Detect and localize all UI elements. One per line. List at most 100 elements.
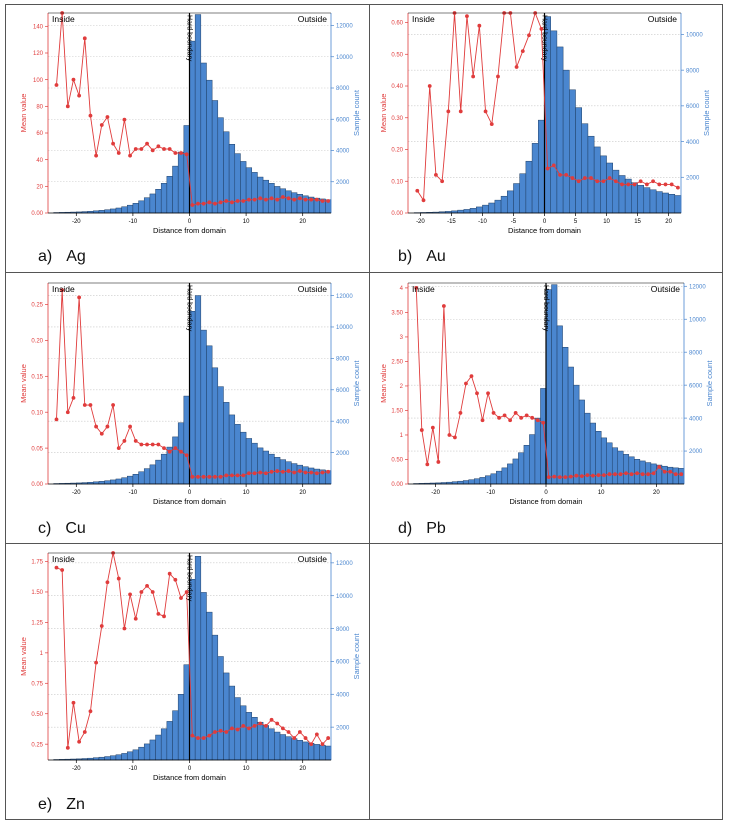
- mean-value-point: [441, 304, 446, 308]
- mean-value-point: [326, 199, 331, 203]
- histogram-bar: [223, 672, 230, 761]
- mean-value-point: [201, 736, 206, 740]
- right-tick-label: 4000: [336, 692, 350, 698]
- mean-value-point: [679, 472, 684, 477]
- x-axis-label: Distance from domain: [508, 226, 581, 235]
- histogram-bar: [518, 452, 525, 485]
- left-tick-label: 1.50: [391, 409, 403, 415]
- mean-value-point: [624, 471, 628, 476]
- histogram-bar: [206, 345, 213, 485]
- figure-grid: [5, 4, 723, 820]
- left-axis-label: Mean value: [19, 637, 28, 676]
- histogram-bar: [172, 436, 179, 485]
- histogram-bar: [160, 728, 168, 761]
- histogram-bar: [166, 721, 173, 761]
- x-tick-label: -5: [511, 219, 517, 225]
- histogram-bar: [538, 119, 545, 214]
- mean-value-point: [167, 449, 172, 454]
- mean-value-point: [201, 201, 206, 206]
- right-tick-label: 10000: [336, 325, 353, 331]
- inside-label: Inside: [52, 14, 75, 24]
- caption-zn: e) Zn: [38, 796, 85, 814]
- mean-value-point: [207, 733, 212, 738]
- mean-value-point: [582, 176, 587, 180]
- histogram-bar: [578, 399, 585, 485]
- left-tick-label: 0.50: [391, 52, 403, 58]
- histogram-bar: [115, 207, 122, 214]
- mean-value-point: [99, 624, 104, 628]
- right-tick-label: 4000: [336, 149, 350, 155]
- outside-label: Outside: [651, 284, 681, 294]
- mean-value-point: [156, 442, 161, 447]
- mean-value-point: [596, 473, 601, 478]
- right-tick-label: 4000: [689, 416, 703, 422]
- chart-pb: Hard boundary0.000.5011.5022.5033.504200…: [379, 282, 714, 506]
- mean-value-point: [546, 475, 551, 480]
- grid-divider-row1: [6, 272, 722, 273]
- mean-value-point: [524, 413, 529, 418]
- grid-divider-vertical: [369, 5, 370, 819]
- mean-value-point: [613, 179, 618, 184]
- histogram-bar: [240, 705, 247, 761]
- mean-value-point: [258, 196, 263, 201]
- mean-value-point: [419, 428, 424, 432]
- mean-value-point: [585, 473, 590, 478]
- histogram-bar: [575, 107, 582, 214]
- histogram-bar: [110, 208, 117, 214]
- caption-letter: a): [38, 248, 53, 265]
- histogram-bar: [531, 143, 539, 214]
- histogram-bar: [251, 717, 258, 761]
- right-tick-label: 2000: [336, 451, 350, 457]
- histogram-bar: [519, 173, 527, 214]
- caption-element: Ag: [66, 248, 86, 265]
- mean-value-point: [292, 197, 297, 202]
- left-tick-label: 1: [400, 433, 404, 439]
- mean-value-point: [434, 173, 438, 177]
- mean-value-point: [179, 151, 183, 155]
- mean-value-point: [139, 147, 144, 151]
- mean-value-point: [213, 730, 217, 734]
- histogram-bar: [257, 721, 264, 761]
- mean-value-point: [54, 83, 59, 87]
- mean-value-point: [292, 470, 297, 475]
- mean-value-point: [440, 179, 445, 184]
- mean-value-point: [591, 473, 595, 478]
- mean-value-point: [269, 717, 274, 722]
- mean-value-point: [668, 469, 673, 474]
- histogram-bar: [115, 754, 122, 761]
- histogram-bar: [200, 62, 207, 214]
- right-axis-label: Sample count: [705, 360, 714, 407]
- histogram-bar: [279, 188, 286, 214]
- left-tick-label: 0.00: [31, 482, 43, 488]
- x-tick-label: -20: [72, 490, 81, 496]
- histogram-bar: [485, 475, 492, 485]
- left-tick-label: 20: [36, 185, 43, 191]
- mean-value-point: [82, 730, 87, 734]
- mean-value-point: [88, 113, 93, 118]
- x-tick-label: 10: [243, 219, 250, 225]
- mean-value-point: [613, 472, 617, 477]
- histogram-bar: [618, 175, 626, 214]
- left-tick-label: 0.20: [391, 148, 403, 154]
- mean-value-point: [535, 418, 540, 423]
- histogram-bar: [581, 123, 589, 214]
- mean-value-point: [602, 473, 606, 478]
- histogram-bar: [172, 165, 179, 214]
- mean-value-point: [320, 742, 325, 747]
- mean-value-point: [184, 590, 189, 594]
- mean-value-point: [651, 471, 656, 476]
- mean-value-point: [133, 616, 138, 621]
- mean-value-point: [551, 163, 556, 168]
- mean-value-point: [60, 568, 65, 572]
- outside-label: Outside: [298, 14, 328, 24]
- histogram-bar: [200, 329, 207, 485]
- mean-value-point: [241, 473, 246, 478]
- histogram-bar: [262, 725, 269, 761]
- chart-zn: Hard boundary 0.25 0.50 0.75 1 1.25 1.50 1.75 20…: [19, 551, 361, 782]
- histogram-bar: [463, 209, 471, 214]
- histogram-bar: [217, 117, 224, 214]
- left-tick-label: 0.15: [31, 375, 43, 381]
- mean-value-point: [447, 433, 452, 437]
- histogram-bar: [251, 442, 258, 485]
- mean-value-point: [173, 151, 178, 155]
